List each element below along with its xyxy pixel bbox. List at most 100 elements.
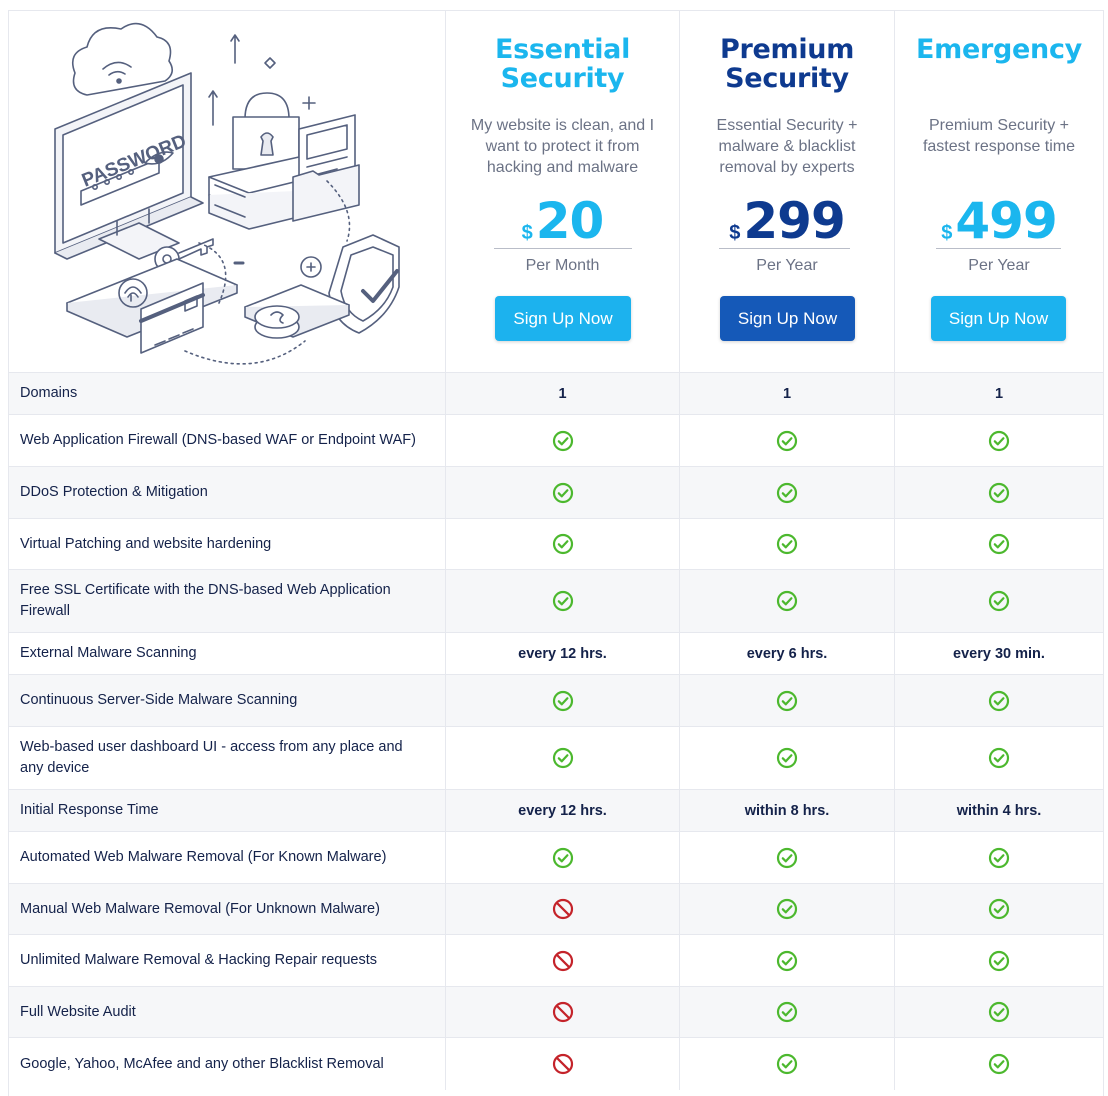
feature-label: Continuous Server-Side Malware Scanning xyxy=(9,675,446,726)
table-row: DDoS Protection & Mitigation xyxy=(9,466,1103,518)
sign-up-emergency-button[interactable]: Sign Up Now xyxy=(931,296,1066,341)
currency-symbol: $ xyxy=(521,222,533,244)
plan-description: Essential Security + malware & blacklist… xyxy=(716,117,858,176)
check-icon xyxy=(776,430,798,452)
table-row: Initial Response Time every 12 hrs. within… xyxy=(9,789,1103,831)
check-icon xyxy=(552,430,574,452)
feature-label: Virtual Patching and website hardening xyxy=(9,519,446,569)
plan-value-text: 1 xyxy=(558,385,567,402)
plan-value-cell xyxy=(680,675,895,726)
check-icon xyxy=(988,690,1010,712)
check-icon xyxy=(552,747,574,769)
plan-value-cell xyxy=(446,1038,680,1090)
check-icon xyxy=(988,747,1010,769)
billing-period: Per Year xyxy=(756,257,818,274)
billing-period: Per Month xyxy=(525,257,600,274)
plan-price: $ 299 xyxy=(680,187,894,249)
plan-value-cell xyxy=(680,1038,895,1090)
plan-value-text: 1 xyxy=(994,385,1004,402)
check-icon xyxy=(988,1053,1010,1075)
plan-value-cell xyxy=(446,519,680,569)
table-row: Manual Web Malware Removal (For Unknown … xyxy=(9,883,1103,934)
plan-value-cell xyxy=(895,935,1103,986)
check-icon xyxy=(552,590,574,612)
plan-value-cell xyxy=(680,519,895,569)
price-divider xyxy=(936,248,1061,249)
plan-value-cell xyxy=(446,987,680,1037)
plan-value-cell xyxy=(895,1038,1103,1090)
plan-value-cell: 1 xyxy=(895,373,1103,414)
currency-symbol: $ xyxy=(941,222,953,244)
table-row: Free SSL Certificate with the DNS-based … xyxy=(9,569,1103,632)
feature-label: Initial Response Time xyxy=(9,790,446,831)
plan-value-cell xyxy=(680,467,895,518)
check-icon xyxy=(988,898,1010,920)
check-icon xyxy=(552,690,574,712)
security-illustration: PASSWORD xyxy=(9,11,446,372)
check-icon xyxy=(776,482,798,504)
plan-description: Premium Security + fastest response time xyxy=(922,117,1076,155)
plan-value-cell: 1 xyxy=(680,373,895,414)
feature-label: Manual Web Malware Removal (For Unknown … xyxy=(9,884,446,934)
feature-label: Web-based user dashboard UI - access fro… xyxy=(9,727,446,789)
table-row: Google, Yahoo, McAfee and any other Blac… xyxy=(9,1037,1103,1090)
check-icon xyxy=(776,1001,798,1023)
table-row: Domains 1 1 1 xyxy=(9,372,1103,414)
plan-price: $ 499 xyxy=(895,187,1103,249)
check-icon xyxy=(776,898,798,920)
plan-value-cell xyxy=(680,570,895,632)
check-icon xyxy=(988,590,1010,612)
sign-up-premium-button[interactable]: Sign Up Now xyxy=(720,296,855,341)
check-icon xyxy=(552,533,574,555)
plan-value-text: 1 xyxy=(782,385,792,402)
table-row: Automated Web Malware Removal (For Known… xyxy=(9,831,1103,883)
plan-value-text: within 8 hrs. xyxy=(744,802,830,819)
feature-label: DDoS Protection & Mitigation xyxy=(9,467,446,518)
plan-price: $ 20 xyxy=(446,187,679,249)
plan-value-cell xyxy=(895,570,1103,632)
plan-value-cell xyxy=(446,675,680,726)
not-included-icon xyxy=(552,1053,574,1075)
table-row: Web-based user dashboard UI - access fro… xyxy=(9,726,1103,789)
feature-label: Free SSL Certificate with the DNS-based … xyxy=(9,570,446,632)
plan-value-text: within 4 hrs. xyxy=(956,802,1042,819)
check-icon xyxy=(776,950,798,972)
feature-comparison-table: Domains 1 1 1 Web Application Firewall (DNS-… xyxy=(9,372,1103,1090)
feature-label: Web Application Firewall (DNS-based WAF … xyxy=(9,415,446,466)
plan-value-cell xyxy=(446,467,680,518)
plan-title: Essential Security xyxy=(494,34,631,94)
plan-value-text: every 30 min. xyxy=(953,645,1045,662)
security-illustration-graphic: PASSWORD xyxy=(54,22,400,365)
pricing-header: PASSWORD Essential Security My website i… xyxy=(9,11,1103,372)
check-icon xyxy=(988,482,1010,504)
plan-value-cell xyxy=(680,727,895,789)
table-row: Virtual Patching and website hardening xyxy=(9,518,1103,569)
feature-label: Full Website Audit xyxy=(9,987,446,1037)
plan-value-text: every 12 hrs. xyxy=(518,645,607,662)
check-icon xyxy=(776,1053,798,1075)
feature-label: Google, Yahoo, McAfee and any other Blac… xyxy=(9,1038,446,1090)
plan-value-cell: within 8 hrs. xyxy=(680,790,895,831)
price-divider xyxy=(494,248,632,249)
price-divider xyxy=(719,248,850,249)
plan-value-cell xyxy=(446,884,680,934)
plan-value-cell xyxy=(680,987,895,1037)
check-icon xyxy=(776,533,798,555)
table-row: Full Website Audit xyxy=(9,986,1103,1037)
sign-up-essential-button[interactable]: Sign Up Now xyxy=(495,296,631,341)
check-icon xyxy=(552,482,574,504)
plan-value-cell xyxy=(895,884,1103,934)
check-icon xyxy=(776,747,798,769)
feature-label: Automated Web Malware Removal (For Known… xyxy=(9,832,446,883)
plan-value-cell: 1 xyxy=(446,373,680,414)
check-icon xyxy=(988,430,1010,452)
plan-title: Premium Security xyxy=(719,34,855,94)
check-icon xyxy=(776,690,798,712)
not-included-icon xyxy=(552,898,574,920)
check-icon xyxy=(988,847,1010,869)
plan-description: My website is clean, and I want to prote… xyxy=(470,117,655,176)
price-amount: 499 xyxy=(955,192,1057,250)
plan-value-cell xyxy=(680,884,895,934)
plan-value-cell xyxy=(446,570,680,632)
plan-value-cell xyxy=(446,935,680,986)
